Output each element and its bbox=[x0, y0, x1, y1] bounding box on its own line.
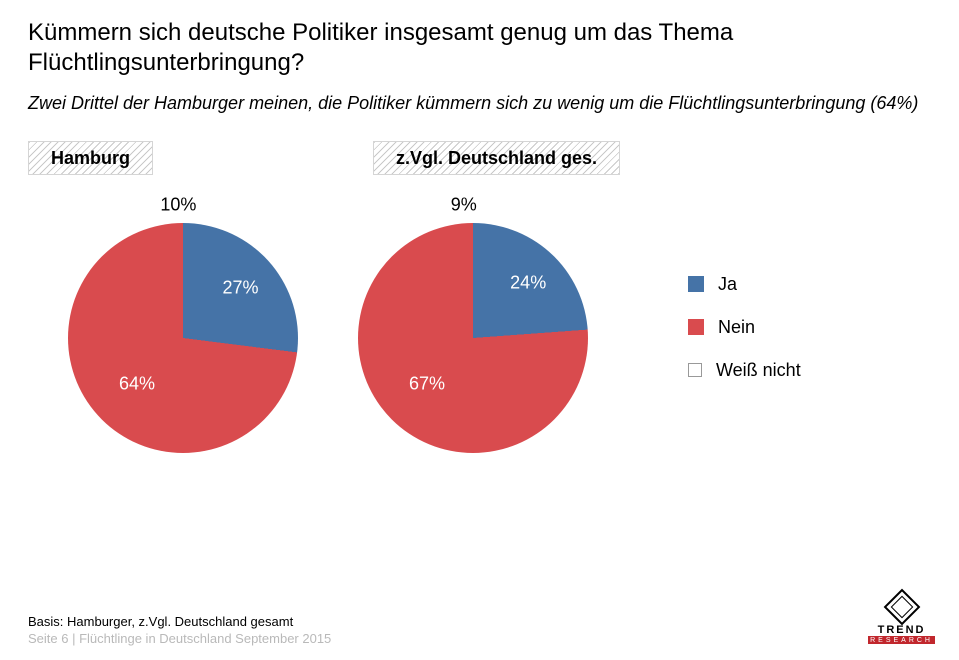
legend-item-nein: Nein bbox=[688, 317, 801, 338]
pie-germany-label-ja: 24% bbox=[510, 273, 546, 294]
footer-basis: Basis: Hamburger, z.Vgl. Deutschland ges… bbox=[28, 614, 331, 629]
legend-label-ja: Ja bbox=[718, 274, 737, 295]
legend-label-nein: Nein bbox=[718, 317, 755, 338]
legend-item-weissnicht: Weiß nicht bbox=[688, 360, 801, 381]
page-subtitle: Zwei Drittel der Hamburger meinen, die P… bbox=[28, 92, 931, 115]
pie-germany: 9% 24% 67% bbox=[358, 223, 588, 453]
pie-hamburg-label-weissnicht: 10% bbox=[160, 195, 196, 216]
page-title: Kümmern sich deutsche Politiker insgesam… bbox=[28, 18, 931, 78]
logo-text-bottom: RESEARCH bbox=[868, 636, 935, 644]
pie-germany-label-nein: 67% bbox=[409, 374, 445, 395]
legend-swatch-nein bbox=[688, 319, 704, 335]
spacer bbox=[153, 141, 373, 175]
pie-germany-graphic bbox=[358, 223, 588, 453]
charts-row: 10% 27% 64% 9% 24% 67% Ja Nein Weiß nich… bbox=[28, 223, 931, 453]
pie-hamburg-label-ja: 27% bbox=[222, 277, 258, 298]
series-labels: Hamburg z.Vgl. Deutschland ges. bbox=[28, 141, 931, 175]
legend-label-weissnicht: Weiß nicht bbox=[716, 360, 801, 381]
logo-diamond-icon bbox=[883, 589, 920, 626]
page: Kümmern sich deutsche Politiker insgesam… bbox=[0, 0, 959, 660]
pie-hamburg-graphic bbox=[68, 223, 298, 453]
pie-germany-label-weissnicht: 9% bbox=[451, 195, 477, 216]
pie-hamburg-label-nein: 64% bbox=[119, 374, 155, 395]
footer: Basis: Hamburger, z.Vgl. Deutschland ges… bbox=[28, 614, 331, 646]
pie-hamburg: 10% 27% 64% bbox=[68, 223, 298, 453]
legend-swatch-ja bbox=[688, 276, 704, 292]
series-label-hamburg: Hamburg bbox=[28, 141, 153, 175]
footer-page: Seite 6 | Flüchtlinge in Deutschland Sep… bbox=[28, 631, 331, 646]
legend: Ja Nein Weiß nicht bbox=[688, 274, 801, 403]
series-label-germany: z.Vgl. Deutschland ges. bbox=[373, 141, 620, 175]
legend-swatch-weissnicht bbox=[688, 363, 702, 377]
logo: TREND RESEARCH bbox=[868, 594, 935, 644]
legend-item-ja: Ja bbox=[688, 274, 801, 295]
